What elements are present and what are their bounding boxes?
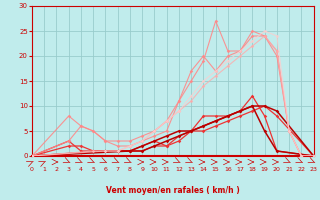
X-axis label: Vent moyen/en rafales ( km/h ): Vent moyen/en rafales ( km/h )	[106, 186, 240, 195]
